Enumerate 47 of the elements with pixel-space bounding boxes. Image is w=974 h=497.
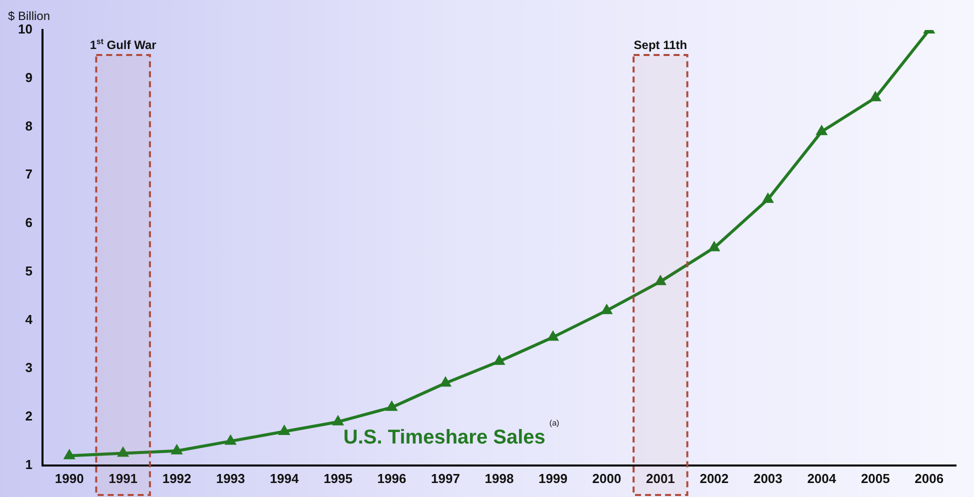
x-tick-label: 1999: [538, 470, 568, 486]
point: [816, 126, 827, 136]
x-tick-label: 2001: [646, 470, 675, 486]
x-tick-label: 1992: [162, 470, 192, 486]
y-tick-label: 5: [25, 263, 32, 278]
y-tick-label: 10: [18, 22, 32, 37]
y-tick-label: 6: [25, 215, 32, 230]
x-tick-label: 1991: [108, 470, 138, 486]
y-axis-title: $ Billion: [8, 9, 50, 23]
y-tick-label: 8: [25, 118, 32, 134]
band-label: Sept 11th: [634, 38, 688, 52]
x-tick-label: 2006: [914, 470, 944, 486]
x-tick-label: 2003: [753, 470, 782, 486]
x-tick-label: 1993: [216, 470, 246, 486]
text: U.S. Timeshare Sales: [343, 426, 546, 448]
point: [64, 450, 74, 460]
y-tick-label: 9: [25, 70, 32, 85]
x-tick-label: 2002: [700, 470, 729, 486]
point: [548, 332, 558, 341]
point: [279, 426, 290, 436]
y-tick-label: 2: [25, 408, 32, 424]
x-tick-label: 1997: [431, 470, 460, 486]
y-tick-label: 3: [25, 360, 32, 376]
annotation: (a): [549, 418, 560, 428]
point: [602, 305, 612, 314]
x-tick-label: 1990: [54, 470, 84, 486]
point: [709, 242, 720, 252]
point: [870, 92, 880, 102]
y-tick-label: 4: [25, 312, 34, 327]
point: [172, 445, 182, 454]
point: [655, 276, 666, 286]
y-tick-label: 7: [25, 166, 32, 182]
point: [333, 416, 343, 426]
x-tick-label: 2004: [807, 470, 837, 486]
x-tick-label: 1998: [484, 470, 514, 486]
x-tick-label: 1996: [377, 470, 406, 486]
x-tick-label: 1994: [270, 470, 300, 486]
x-tick-label: 2000: [592, 470, 622, 486]
y-tick-label: 1: [25, 456, 32, 472]
point: [386, 402, 397, 411]
point: [226, 436, 236, 445]
x-tick-label: 2005: [860, 470, 890, 486]
point: [494, 356, 504, 365]
point: [118, 448, 128, 457]
x-tick-label: 1995: [324, 470, 352, 486]
point: [762, 194, 773, 203]
point: [440, 378, 450, 387]
